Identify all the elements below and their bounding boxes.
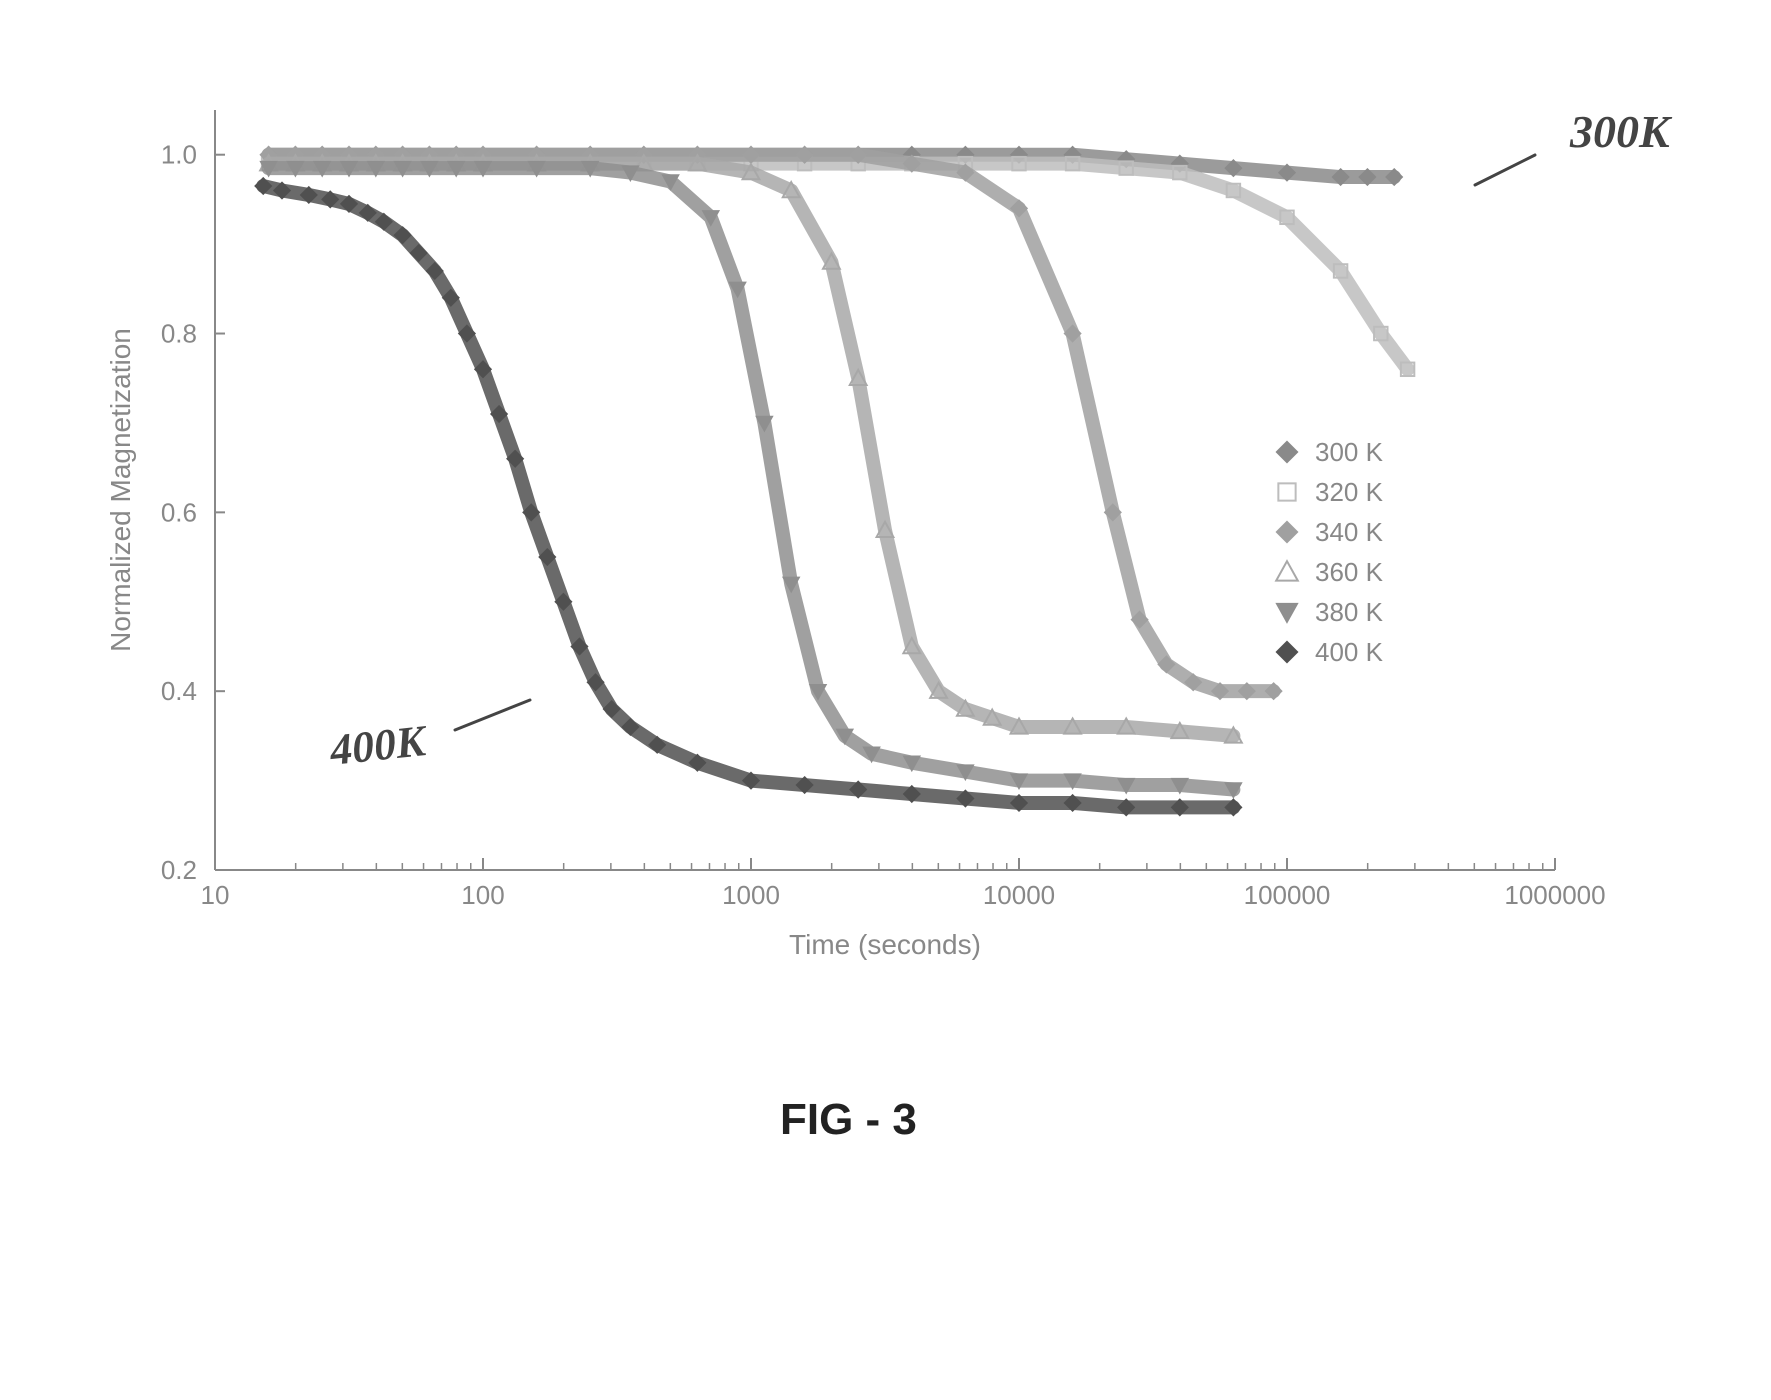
- svg-text:320 K: 320 K: [1315, 477, 1384, 507]
- svg-text:300 K: 300 K: [1315, 437, 1384, 467]
- legend-item: 400 K: [1276, 637, 1383, 667]
- svg-text:Time (seconds): Time (seconds): [789, 929, 981, 960]
- svg-text:0.2: 0.2: [161, 855, 197, 885]
- annotation-300k: 300K: [1570, 105, 1670, 158]
- figure-caption: FIG - 3: [780, 1095, 917, 1145]
- svg-text:0.4: 0.4: [161, 676, 197, 706]
- svg-text:Normalized Magnetization: Normalized Magnetization: [105, 328, 136, 652]
- svg-text:10: 10: [201, 880, 230, 910]
- svg-text:1000: 1000: [722, 880, 780, 910]
- svg-text:360 K: 360 K: [1315, 557, 1384, 587]
- svg-text:1000000: 1000000: [1504, 880, 1605, 910]
- svg-text:380 K: 380 K: [1315, 597, 1384, 627]
- legend-item: 300 K: [1276, 437, 1383, 467]
- legend-item: 360 K: [1276, 557, 1383, 587]
- legend-item: 320 K: [1278, 477, 1383, 507]
- svg-text:100: 100: [461, 880, 504, 910]
- legend-item: 380 K: [1276, 597, 1383, 627]
- svg-text:400 K: 400 K: [1315, 637, 1384, 667]
- legend-item: 340 K: [1276, 517, 1383, 547]
- svg-text:0.8: 0.8: [161, 319, 197, 349]
- series-380K: [260, 161, 1242, 798]
- annotation-400k: 400K: [328, 715, 428, 776]
- svg-text:1.0: 1.0: [161, 140, 197, 170]
- svg-text:10000: 10000: [983, 880, 1055, 910]
- svg-text:340 K: 340 K: [1315, 517, 1384, 547]
- svg-text:0.6: 0.6: [161, 497, 197, 527]
- magnetization-chart: 0.2 0.4 0.6 0.8 1.0 10 100 1000 10000 100000 10000…: [0, 0, 1771, 1400]
- svg-text:100000: 100000: [1244, 880, 1331, 910]
